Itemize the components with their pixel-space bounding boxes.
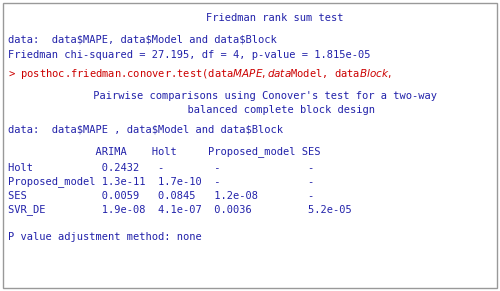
Text: P value adjustment method: none: P value adjustment method: none: [8, 232, 202, 242]
Text: Friedman rank sum test: Friedman rank sum test: [156, 13, 344, 23]
Text: balanced complete block design: balanced complete block design: [125, 105, 375, 115]
Text: ARIMA    Holt     Proposed_model SES: ARIMA Holt Proposed_model SES: [8, 147, 320, 157]
Text: SVR_DE         1.9e-08  4.1e-07  0.0036         5.2e-05: SVR_DE 1.9e-08 4.1e-07 0.0036 5.2e-05: [8, 205, 352, 215]
Text: > posthoc.friedman.conover.test(data$MAPE, data$Model, data$Block,$: > posthoc.friedman.conover.test(data$MAP…: [8, 67, 392, 81]
Text: Pairwise comparisons using Conover's test for a two-way: Pairwise comparisons using Conover's tes…: [62, 91, 438, 101]
Text: Friedman chi-squared = 27.195, df = 4, p-value = 1.815e-05: Friedman chi-squared = 27.195, df = 4, p…: [8, 50, 370, 60]
Text: Holt           0.2432   -        -              -: Holt 0.2432 - - -: [8, 163, 314, 173]
Text: SES            0.0059   0.0845   1.2e-08        -: SES 0.0059 0.0845 1.2e-08 -: [8, 191, 314, 201]
Text: data:  data$MAPE, data$Model and data$Block: data: data$MAPE, data$Model and data$Blo…: [8, 35, 277, 45]
Text: Proposed_model 1.3e-11  1.7e-10  -              -: Proposed_model 1.3e-11 1.7e-10 - -: [8, 177, 314, 187]
Text: data:  data$MAPE , data$Model and data$Block: data: data$MAPE , data$Model and data$Bl…: [8, 125, 283, 135]
